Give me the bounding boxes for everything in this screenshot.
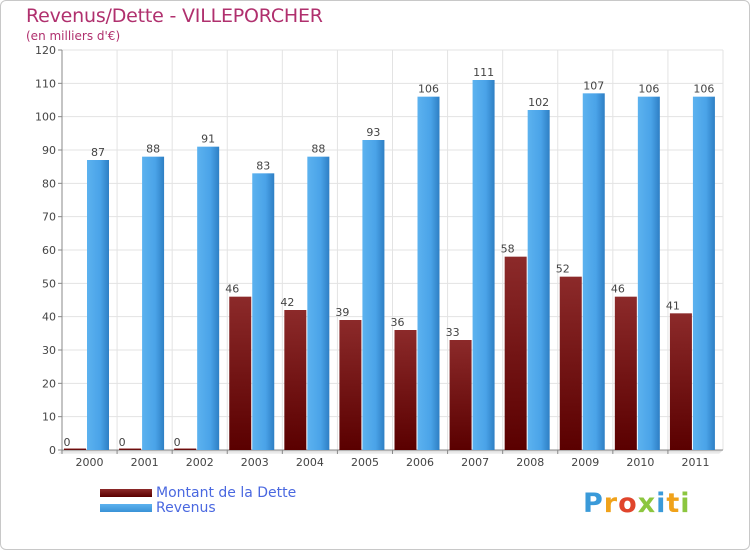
bar-dette [614,296,637,450]
data-label-revenus: 106 [418,83,439,96]
data-label-dette: 42 [280,296,294,309]
proxiti-logo: Proxiti [583,488,691,519]
y-tick-label: 100 [35,111,56,124]
bar-revenus [142,156,165,450]
x-tick-label: 2004 [296,456,324,469]
bar-dette [64,448,86,450]
data-label-revenus: 93 [366,126,380,139]
bar-revenus [417,96,440,451]
y-tick-label: 10 [42,411,56,424]
data-label-dette: 36 [391,316,405,329]
y-tick-label: 90 [42,144,56,157]
bar-dette [504,256,527,450]
legend-swatch-dette [100,488,152,497]
bar-dette [394,330,417,450]
x-tick-label: 2008 [516,456,544,469]
data-label-dette: 33 [446,326,460,339]
data-label-dette: 0 [119,436,126,449]
data-label-dette: 52 [556,263,570,276]
data-label-revenus: 106 [638,83,659,96]
bar-dette [229,296,252,450]
x-tick-label: 2011 [681,456,709,469]
data-label-revenus: 83 [256,159,270,172]
bar-revenus [472,80,495,450]
logo-letter: o [618,488,638,519]
bar-revenus [582,93,605,450]
legend-label-revenus: Revenus [156,499,216,516]
x-tick-label: 2007 [461,456,489,469]
x-tick-label: 2003 [241,456,269,469]
y-tick-label: 20 [42,377,56,390]
bar-dette [669,313,692,450]
logo-letter: P [583,488,604,519]
bar-revenus [692,96,715,451]
chart-title: Revenus/Dette - VILLEPORCHER [26,5,323,27]
x-tick-label: 2002 [186,456,214,469]
bar-dette [449,340,472,450]
bar-revenus [362,140,385,450]
y-tick-label: 80 [42,177,56,190]
data-label-revenus: 91 [201,133,215,146]
y-tick-label: 70 [42,211,56,224]
logo-letter: r [603,488,619,519]
data-label-revenus: 102 [528,96,549,109]
bar-revenus [637,96,660,451]
legend-label-dette: Montant de la Dette [156,484,297,501]
y-tick-label: 50 [42,277,56,290]
logo-letter: t [666,488,681,519]
logo-letter: i [656,488,667,519]
bar-dette [119,448,142,450]
bar-revenus [252,173,275,451]
y-tick-label: 0 [49,444,56,457]
legend-swatch-revenus [100,503,152,512]
data-label-dette: 58 [501,243,515,256]
y-tick-label: 60 [42,244,56,257]
bar-revenus [307,156,330,450]
data-label-dette: 39 [335,306,349,319]
x-tick-label: 2000 [76,456,104,469]
bar-dette [174,448,197,450]
bar-revenus [527,110,550,450]
y-tick-label: 30 [42,344,56,357]
data-label-revenus: 107 [583,79,604,92]
x-tick-label: 2006 [406,456,434,469]
bar-revenus [197,146,220,450]
plot-floor [58,450,723,454]
data-label-dette: 46 [611,283,625,296]
data-label-dette: 46 [225,283,239,296]
x-tick-label: 2010 [626,456,654,469]
data-label-revenus: 88 [146,143,160,156]
data-label-revenus: 87 [91,146,105,159]
bar-revenus [87,160,109,450]
legend-item-dette: Montant de la Dette [100,484,297,501]
legend: Montant de la Dette Revenus [100,484,297,516]
data-label-revenus: 111 [473,66,494,79]
y-tick-label: 40 [42,311,56,324]
data-label-revenus: 88 [311,143,325,156]
data-label-dette: 0 [174,436,181,449]
logo-letter: x [637,488,657,519]
y-tick-label: 120 [35,44,56,57]
legend-item-revenus: Revenus [100,499,296,516]
data-label-dette: 0 [64,436,71,449]
bar-dette [339,320,362,450]
logo-letter: i [680,488,691,519]
bar-dette [559,276,582,450]
data-label-revenus: 106 [693,83,714,96]
x-tick-label: 2009 [571,456,599,469]
x-tick-label: 2001 [131,456,159,469]
bar-dette [284,310,307,450]
y-tick-label: 110 [35,77,56,90]
x-tick-label: 2005 [351,456,379,469]
chart-subtitle: (en milliers d'€) [26,29,121,43]
data-label-dette: 41 [666,299,680,312]
